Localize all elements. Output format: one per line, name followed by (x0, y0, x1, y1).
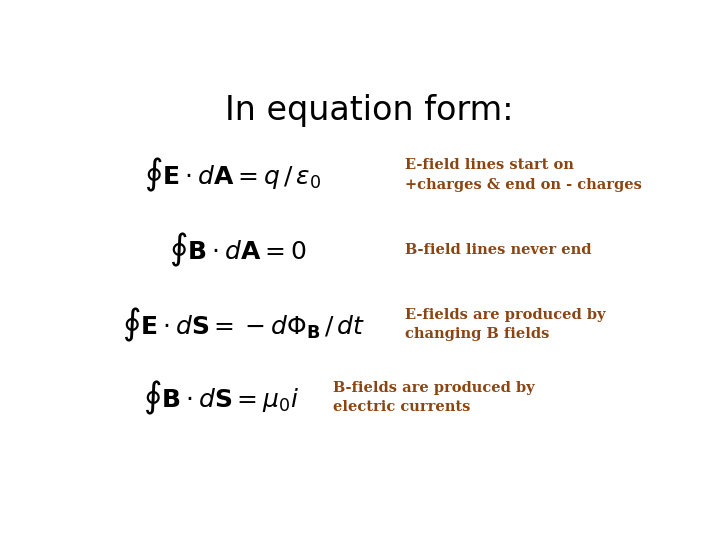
Text: B-field lines never end: B-field lines never end (405, 243, 592, 257)
Text: $\oint \mathbf{E} \cdot d\mathbf{A} = q \, / \, \varepsilon_0$: $\oint \mathbf{E} \cdot d\mathbf{A} = q … (144, 156, 320, 194)
Text: $\oint \mathbf{B} \cdot d\mathbf{S} = \mu_0 i$: $\oint \mathbf{B} \cdot d\mathbf{S} = \m… (143, 379, 300, 416)
Text: B-fields are produced by
electric currents: B-fields are produced by electric curren… (333, 381, 534, 414)
Text: In equation form:: In equation form: (225, 94, 513, 127)
Text: $\oint \mathbf{E} \cdot d\mathbf{S} = -d\Phi_{\mathbf{B}} \, / \, dt$: $\oint \mathbf{E} \cdot d\mathbf{S} = -d… (122, 306, 365, 344)
Text: $\oint \mathbf{B} \cdot d\mathbf{A} = 0$: $\oint \mathbf{B} \cdot d\mathbf{A} = 0$ (169, 231, 307, 269)
Text: E-field lines start on
+charges & end on - charges: E-field lines start on +charges & end on… (405, 158, 642, 192)
Text: E-fields are produced by
changing B fields: E-fields are produced by changing B fiel… (405, 308, 606, 341)
